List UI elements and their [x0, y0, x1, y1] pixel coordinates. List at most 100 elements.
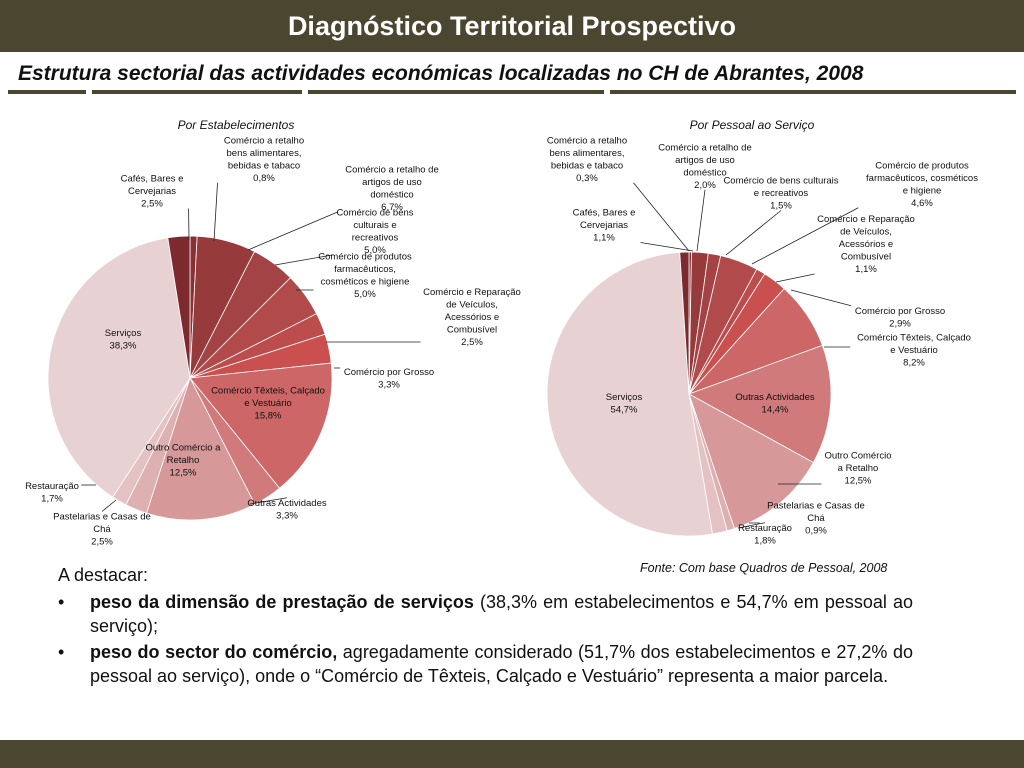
- slice-name-label: Cervejarias: [128, 186, 176, 197]
- slice-name-label: e Vestuário: [890, 345, 938, 356]
- slice-name-label: Outro Comércio: [824, 451, 891, 462]
- slice-name-label: Comércio de produtos: [318, 251, 412, 262]
- slice-value-label: 38,3%: [110, 340, 137, 351]
- leader-line: [633, 182, 690, 252]
- slice-label: Comércio e Reparação de Veículos, Acessóri…: [817, 214, 915, 275]
- slice-name-label: bens alimentares,: [227, 148, 302, 159]
- note-text: agregadamente considerado (51,7% dos est…: [90, 642, 913, 686]
- divider: [308, 90, 604, 94]
- slice-value-label: 2,5%: [91, 537, 113, 548]
- note-text: (38,3% em estabelecimentos e 54,7% em pe…: [90, 592, 913, 636]
- slice-name-label: e Vestuário: [244, 398, 292, 409]
- slice-label: Restauração 1,8%: [738, 523, 792, 547]
- slice-label: Comércio de produtos farmacêuticos, cosmé…: [866, 160, 978, 209]
- header-bar: Diagnóstico Territorial Prospectivo: [0, 0, 1024, 52]
- slice-name-label: Chá: [93, 524, 111, 535]
- slice-label: Comércio de bens culturais e recreativos 1…: [723, 176, 838, 212]
- slice-value-label: 1,1%: [855, 264, 877, 275]
- slice-name-label: Comércio a retalho de: [345, 164, 438, 175]
- slice-label: Serviços 38,3%: [105, 328, 142, 352]
- slice-value-label: 0,9%: [805, 526, 827, 537]
- leader-line: [249, 497, 288, 505]
- pie-charts: Por Estabelecimentos Comércio a retalho be…: [25, 118, 978, 548]
- pie-slice-servicos: [546, 251, 713, 537]
- slice-name-label: Comércio de bens culturais: [723, 176, 838, 187]
- slice-value-label: 4,6%: [911, 198, 933, 209]
- pie-slice-outras-actividades: [688, 344, 832, 464]
- slice-value-label: 2,5%: [461, 337, 483, 348]
- slice-name-label: Cafés, Bares e: [121, 174, 184, 185]
- slice-label: Outro Comércio a Retalho 12,5%: [146, 443, 222, 479]
- slice-name-label: doméstico: [683, 167, 726, 178]
- slice-name-label: Cafés, Bares e: [573, 208, 636, 219]
- page-title: Diagnóstico Territorial Prospectivo: [287, 10, 737, 41]
- slice-value-label: 6,7%: [381, 202, 403, 213]
- slice-name-label: Outro Comércio a: [146, 443, 222, 454]
- slice-name-label: artigos de uso: [362, 177, 422, 188]
- slice-name-label: Combusível: [447, 325, 497, 336]
- slice-name-label: Serviços: [606, 392, 643, 403]
- slice-value-label: 2,0%: [694, 180, 716, 191]
- slice-name-label: Comércio a retalho de: [658, 142, 751, 153]
- leader-line: [640, 242, 694, 252]
- divider: [92, 90, 302, 94]
- slice-value-label: 5,0%: [364, 245, 386, 256]
- slice-name-label: e recreativos: [754, 188, 809, 199]
- slice-value-label: 5,0%: [354, 289, 376, 300]
- slice-value-label: 54,7%: [611, 404, 638, 415]
- notes-list: • peso da dimensão de prestação de servi…: [58, 591, 913, 688]
- slice-name-label: cosméticos e higiene: [321, 276, 410, 287]
- slice-name-label: bebidas e tabaco: [228, 160, 300, 171]
- chart-title: Por Estabelecimentos: [178, 118, 295, 132]
- slice-label: Outro Comércio a Retalho 12,5%: [824, 451, 891, 487]
- slice-name-label: de Veículos,: [446, 300, 498, 311]
- leader-line: [725, 210, 782, 256]
- leader-line: [274, 254, 334, 266]
- slice-value-label: 3,3%: [378, 379, 400, 390]
- slice-name-label: Comércio por Grosso: [855, 306, 945, 317]
- slice-label: Outras Actividades 3,3%: [247, 498, 326, 522]
- slice-value-label: 14,4%: [762, 404, 789, 415]
- bullet-icon: •: [58, 592, 65, 613]
- slice-name-label: Comércio por Grosso: [344, 367, 434, 378]
- slice-label: Comércio Têxteis, Calçado e Vestuário 15,8…: [211, 386, 325, 422]
- slice-value-label: 1,8%: [754, 535, 776, 546]
- slice-name-label: Pastelarias e Casas de: [767, 501, 865, 512]
- slice-name-label: Acessórios e: [839, 239, 893, 250]
- slice-name-label: Comércio de produtos: [875, 160, 969, 171]
- slice-label: Cafés, Bares e Cervejarias 2,5%: [121, 174, 184, 210]
- pie-chart-1: Por Estabelecimentos Comércio a retalho be…: [25, 118, 521, 548]
- slice-value-label: 1,1%: [593, 233, 615, 244]
- slice-label: Comércio a retalho de artigos de uso domés…: [345, 164, 438, 213]
- slice-value-label: 0,3%: [576, 173, 598, 184]
- slice-name-label: Outras Actividades: [247, 498, 326, 509]
- slice-name-label: farmacêuticos,: [334, 264, 396, 275]
- slice-name-label: Cervejarias: [580, 220, 628, 231]
- bullet-icon: •: [58, 642, 65, 663]
- footer-bar: [0, 740, 1024, 768]
- slice-name-label: Restauração: [738, 523, 792, 534]
- note-bold: peso do sector do comércio,: [90, 642, 338, 663]
- source-note: Fonte: Com base Quadros de Pessoal, 2008: [640, 561, 888, 575]
- slice-name-label: Acessórios e: [445, 312, 499, 323]
- slice-name-label: artigos de uso: [675, 155, 735, 166]
- leader-line: [751, 207, 859, 265]
- leader-line: [247, 211, 339, 251]
- pie-slice-comercio-texteis-calcado-e-vestuario: [189, 362, 333, 489]
- leader-line: [775, 273, 815, 283]
- slice-name-label: bens alimentares,: [550, 148, 625, 159]
- slice-name-label: recreativos: [352, 232, 399, 243]
- pie-slice-outro-comercio-a-retalho: [145, 376, 256, 521]
- slice-name-label: Serviços: [105, 328, 142, 339]
- slice-label: Comércio de produtos farmacêuticos, cosmét…: [318, 251, 412, 300]
- slice-label: Serviços 54,7%: [606, 392, 643, 416]
- slice-value-label: 1,7%: [41, 493, 63, 504]
- slice-name-label: e higiene: [903, 185, 942, 196]
- slice-name-label: Restauração: [25, 481, 79, 492]
- slide-subtitle: Estrutura sectorial das actividades econ…: [18, 62, 864, 85]
- pie-chart-2: Por Pessoal ao Serviço Comércio a retalho…: [546, 118, 978, 547]
- slice-label: Comércio por Grosso 3,3%: [344, 367, 434, 391]
- slice-label: Outras Actividades 14,4%: [735, 392, 814, 416]
- slice-label: Cafés, Bares e Cervejarias 1,1%: [573, 208, 636, 244]
- leader-line: [213, 182, 218, 242]
